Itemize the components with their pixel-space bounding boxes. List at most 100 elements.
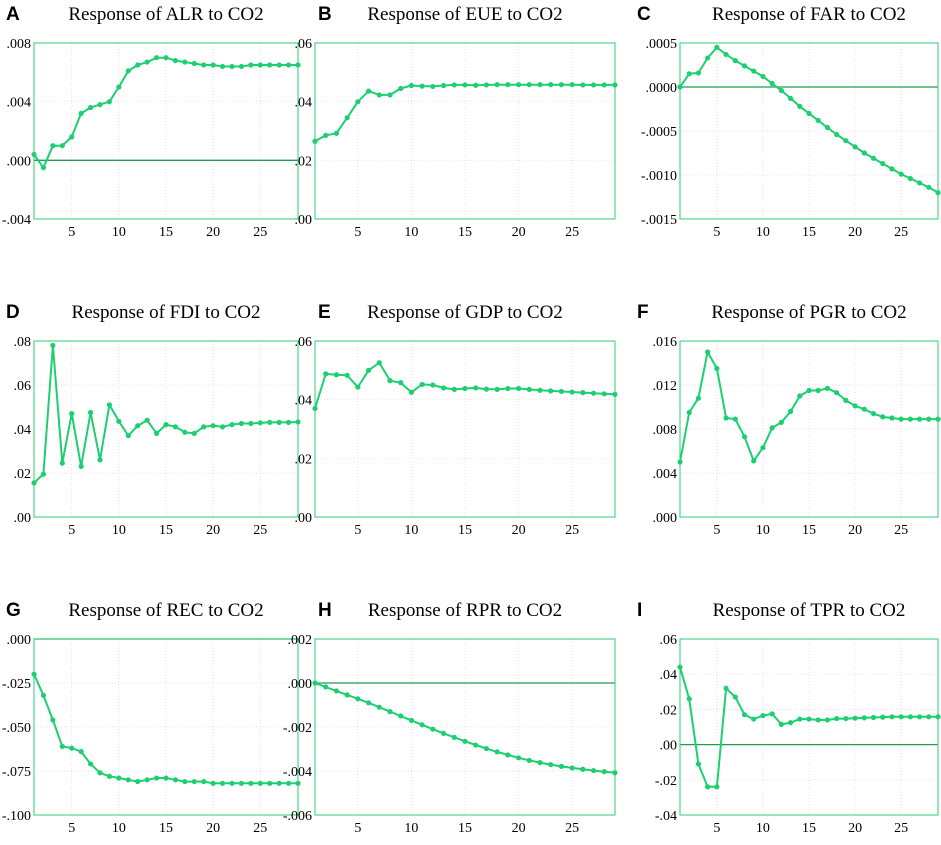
data-point (201, 62, 207, 68)
chart-title: Response of EUE to CO2 (367, 4, 562, 25)
data-point (558, 388, 565, 395)
x-tick-label: 15 (458, 523, 472, 538)
data-point (40, 692, 47, 698)
data-point (201, 424, 207, 430)
data-point (172, 424, 179, 430)
data-point (257, 62, 263, 68)
x-tick-label: 10 (756, 225, 770, 240)
data-point (59, 460, 65, 466)
data-point (526, 757, 532, 764)
data-point (163, 422, 169, 428)
x-tick-label: 5 (68, 523, 75, 538)
data-point (778, 419, 784, 425)
x-tick-label: 10 (112, 821, 126, 836)
data-point (219, 424, 226, 430)
x-tick-label: 20 (512, 225, 526, 240)
data-point (116, 418, 122, 424)
data-point (515, 385, 522, 392)
data-point (238, 420, 245, 427)
x-tick-label: 5 (713, 523, 720, 538)
y-tick-label: -.050 (2, 721, 31, 736)
plot-frame (314, 340, 616, 518)
data-point (97, 102, 103, 108)
data-point (787, 95, 794, 102)
data-point (106, 99, 113, 105)
data-point (612, 82, 618, 88)
data-point (419, 722, 425, 728)
data-point (210, 62, 216, 68)
data-point (344, 372, 350, 378)
panel-letter: D (6, 302, 20, 323)
x-tick-label: 15 (802, 821, 816, 836)
data-point (723, 415, 729, 421)
y-tick-label: .0000 (646, 81, 678, 96)
x-tick-label: 25 (253, 821, 267, 836)
plot-frame (314, 638, 616, 816)
y-tick-label: .00 (295, 213, 313, 228)
data-point (889, 714, 895, 720)
y-tick-label: -.025 (2, 677, 31, 692)
data-point (365, 700, 372, 706)
data-point (769, 711, 775, 717)
data-point (355, 384, 361, 390)
y-tick-label: .000 (7, 633, 32, 648)
data-point (125, 433, 131, 439)
data-point (741, 63, 748, 69)
x-tick-label: 15 (159, 225, 173, 240)
data-point (926, 184, 932, 190)
data-point (125, 777, 131, 783)
x-tick-label: 20 (512, 821, 526, 836)
data-point (219, 63, 226, 70)
data-point (355, 99, 361, 105)
y-tick-label: .0005 (646, 37, 678, 52)
data-point (889, 166, 895, 172)
data-point (569, 765, 575, 771)
data-point (50, 717, 56, 723)
data-point (172, 777, 179, 783)
data-point (295, 780, 301, 786)
x-tick-label: 25 (253, 523, 267, 538)
chart-title: Response of PGR to CO2 (711, 302, 906, 323)
y-tick-label: .00 (660, 739, 678, 754)
data-point (537, 760, 543, 766)
data-point (686, 71, 692, 77)
data-point (935, 416, 941, 422)
data-point (741, 434, 748, 440)
data-point (285, 780, 292, 786)
data-point (365, 367, 372, 373)
data-point (462, 385, 468, 392)
data-point (376, 360, 382, 366)
data-point (172, 58, 179, 64)
data-point (116, 84, 122, 90)
data-point (515, 755, 522, 761)
data-point (163, 775, 169, 781)
data-point (87, 761, 94, 767)
data-point (797, 393, 803, 399)
y-tick-label: .012 (653, 379, 678, 394)
data-point (483, 82, 490, 88)
data-point (787, 408, 794, 414)
data-point (558, 763, 565, 769)
data-point (548, 82, 554, 88)
chart-panel-i: I Response of TPR to CO2 .06 .04 .02 .00 -.02 -… (637, 600, 941, 836)
data-point (40, 471, 47, 477)
data-point (741, 712, 748, 718)
x-tick-label: 5 (68, 821, 75, 836)
chart-panel-f: F Response of PGR to CO2 .016 .012 .008 .004.… (637, 302, 941, 538)
plot-frame (314, 42, 616, 220)
data-point (191, 430, 197, 436)
data-point (834, 390, 840, 396)
data-point (229, 780, 235, 786)
data-point (451, 82, 457, 88)
plot-frame (679, 340, 939, 518)
x-tick-label: 20 (206, 225, 220, 240)
y-tick-label: -.04 (655, 809, 677, 824)
data-point (191, 60, 197, 67)
data-point (31, 480, 37, 486)
y-tick-label: -.02 (655, 774, 677, 789)
data-point (898, 416, 904, 422)
data-point (97, 770, 103, 776)
data-point (843, 715, 849, 722)
data-point (843, 397, 849, 403)
